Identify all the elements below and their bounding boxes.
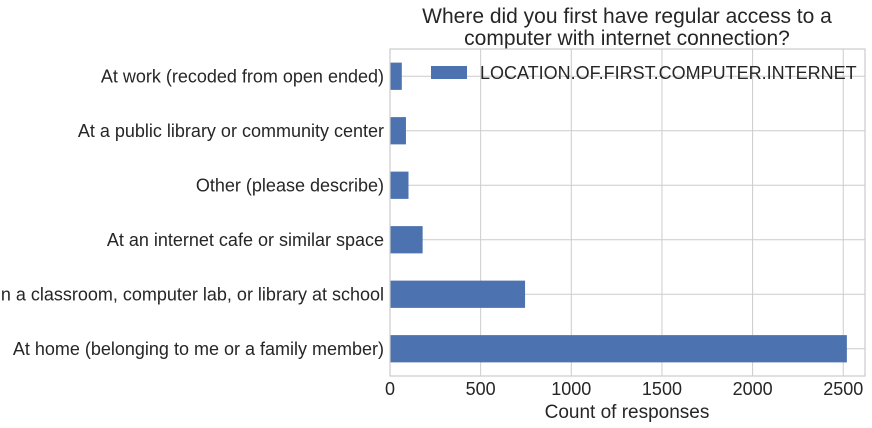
bar: [390, 226, 423, 254]
bar: [390, 280, 526, 308]
bar: [390, 335, 847, 363]
y-tick-label: At home (belonging to me or a family mem…: [13, 339, 384, 359]
y-axis-tick-labels: At home (belonging to me or a family mem…: [0, 66, 384, 359]
x-axis-tick-labels: 0 500 1000 1500 2000 2500: [385, 379, 863, 399]
x-axis-label: Count of responses: [545, 402, 710, 423]
grid: [389, 49, 865, 376]
legend-swatch: [431, 66, 467, 79]
bars: [390, 62, 847, 363]
bar: [390, 62, 402, 90]
chart-title-line-1: Where did you first have regular access …: [422, 5, 832, 28]
x-tick-label: 0: [385, 379, 395, 399]
x-tick-label: 1000: [551, 379, 591, 399]
x-tick-label: 2000: [733, 379, 773, 399]
x-tick-label: 2500: [823, 379, 863, 399]
bar: [390, 171, 409, 199]
y-tick-label: Other (please describe): [196, 175, 384, 195]
y-tick-label: At a public library or community center: [78, 121, 384, 141]
bar: [390, 117, 406, 145]
y-tick-label: In a classroom, computer lab, or library…: [0, 284, 384, 304]
chart-title-line-2: computer with internet connection?: [464, 27, 790, 50]
legend-label: LOCATION.OF.FIRST.COMPUTER.INTERNET: [480, 63, 857, 83]
legend: LOCATION.OF.FIRST.COMPUTER.INTERNET: [431, 63, 857, 83]
plot-frame: [389, 48, 866, 377]
x-tick-label: 500: [466, 379, 496, 399]
y-tick-label: At an internet cafe or similar space: [107, 230, 384, 250]
chart-title: Where did you first have regular access …: [422, 5, 832, 50]
y-tick-label: At work (recoded from open ended): [101, 66, 384, 86]
x-tick-label: 1500: [642, 379, 682, 399]
